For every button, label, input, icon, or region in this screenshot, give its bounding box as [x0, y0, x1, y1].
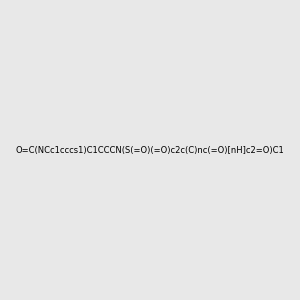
Text: O=C(NCc1cccs1)C1CCCN(S(=O)(=O)c2c(C)nc(=O)[nH]c2=O)C1: O=C(NCc1cccs1)C1CCCN(S(=O)(=O)c2c(C)nc(=… [16, 146, 284, 154]
